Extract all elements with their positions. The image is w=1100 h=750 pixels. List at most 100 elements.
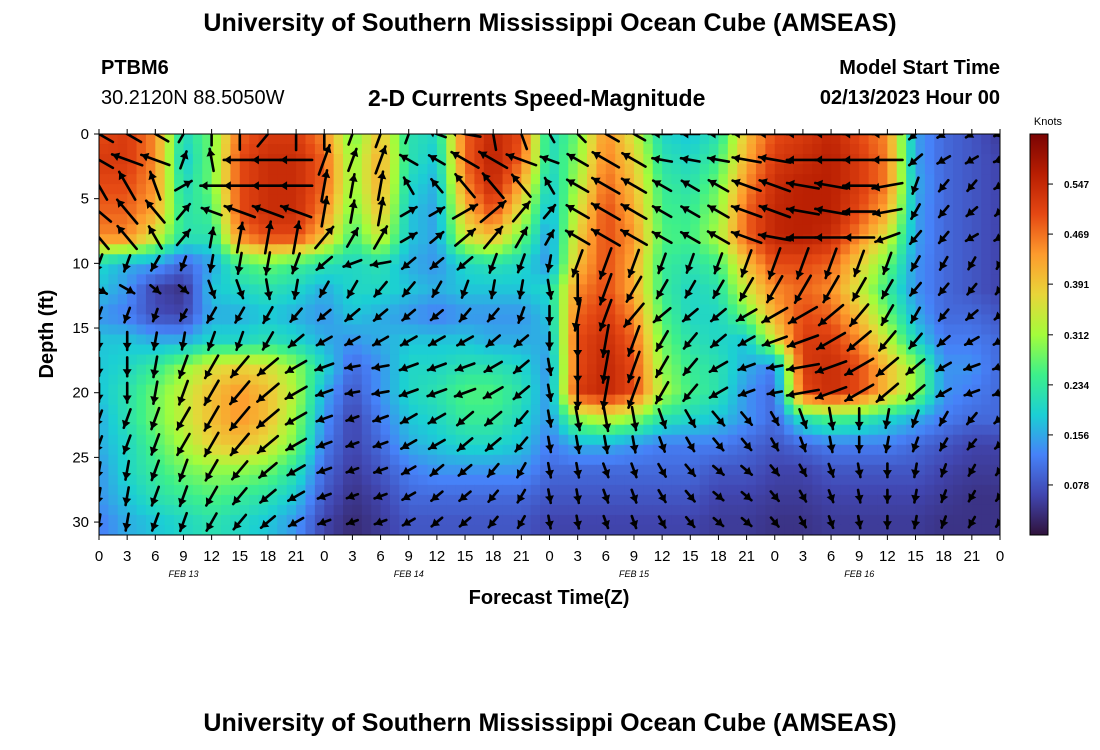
heat-cell xyxy=(699,454,710,466)
heat-cell xyxy=(436,424,447,436)
heat-cell xyxy=(755,234,766,245)
heat-cell xyxy=(483,254,494,265)
current-arrow xyxy=(711,464,725,477)
current-arrows xyxy=(99,134,1000,533)
x-tick-label: 3 xyxy=(348,548,356,565)
heat-cell xyxy=(859,414,870,426)
heat-cell xyxy=(915,424,926,436)
heat-cell xyxy=(202,364,213,376)
current-arrow xyxy=(842,233,876,242)
heat-cell xyxy=(755,404,766,416)
heat-cell xyxy=(915,434,926,446)
current-arrow xyxy=(99,435,104,451)
heat-cell xyxy=(558,234,569,245)
heat-cell xyxy=(906,274,917,285)
heat-cell xyxy=(249,334,260,346)
heat-cell xyxy=(455,164,466,175)
heat-cell xyxy=(436,414,447,426)
heat-cell xyxy=(267,274,278,285)
heat-cell xyxy=(258,274,269,285)
heat-cell xyxy=(474,194,485,205)
heat-cell xyxy=(145,354,156,366)
current-arrow xyxy=(346,279,359,299)
current-arrow xyxy=(965,206,979,218)
heat-cell xyxy=(709,414,720,426)
current-arrow xyxy=(99,286,109,296)
heat-cell xyxy=(652,444,663,456)
heat-cell xyxy=(155,424,166,436)
heat-cell xyxy=(755,204,766,215)
heat-cell xyxy=(615,514,626,526)
heat-cell xyxy=(831,194,842,205)
heat-cell xyxy=(540,394,551,406)
heat-cell xyxy=(737,174,748,185)
heat-cell xyxy=(418,304,429,316)
heat-cell xyxy=(352,274,363,285)
current-arrow xyxy=(598,272,613,306)
heat-cell xyxy=(361,394,372,406)
heat-cell xyxy=(239,404,250,416)
heat-cell xyxy=(258,524,269,535)
heat-cell xyxy=(915,234,926,245)
heat-cell xyxy=(558,474,569,486)
heat-cell xyxy=(755,464,766,476)
heat-cell xyxy=(145,344,156,356)
heat-cell xyxy=(737,164,748,175)
heat-cell xyxy=(690,164,701,175)
heat-cell xyxy=(709,284,720,296)
heat-cell xyxy=(680,184,691,195)
heat-cell xyxy=(596,394,607,406)
heat-cell xyxy=(540,484,551,496)
current-arrow xyxy=(144,199,166,224)
heat-cell xyxy=(521,184,532,195)
heat-cell xyxy=(953,314,964,326)
heat-cell xyxy=(418,204,429,215)
heat-cell xyxy=(361,494,372,506)
current-arrow xyxy=(178,331,188,351)
heat-cell xyxy=(296,184,307,195)
heat-cell xyxy=(953,304,964,316)
heat-cell xyxy=(436,224,447,235)
heat-cell xyxy=(605,144,616,155)
current-arrow xyxy=(937,204,950,219)
heat-cell xyxy=(230,244,241,255)
heat-cell xyxy=(877,504,888,516)
heat-cell xyxy=(568,184,579,195)
heat-cell xyxy=(934,394,945,406)
current-arrow xyxy=(294,134,298,152)
heat-cell xyxy=(314,504,325,516)
heat-cell xyxy=(868,164,879,175)
heat-cell xyxy=(727,434,738,446)
heat-cell xyxy=(943,474,954,486)
heat-cell xyxy=(446,374,457,386)
heat-cell xyxy=(521,304,532,316)
heat-cell xyxy=(446,144,457,155)
heat-cell xyxy=(117,244,128,255)
heat-cell xyxy=(352,294,363,306)
current-arrow xyxy=(258,461,278,479)
heat-cell xyxy=(802,424,813,436)
heat-cell xyxy=(915,484,926,496)
heat-cell xyxy=(671,304,682,316)
heat-cell xyxy=(953,244,964,255)
heat-cell xyxy=(305,434,316,446)
current-arrow xyxy=(880,304,895,327)
heat-cell xyxy=(108,394,119,406)
heat-cell xyxy=(127,484,138,496)
heat-cell xyxy=(943,514,954,526)
heat-cell xyxy=(521,444,532,456)
heat-cell xyxy=(202,514,213,526)
heat-cell xyxy=(737,284,748,296)
heat-cell xyxy=(361,254,372,265)
heat-cell xyxy=(924,404,935,416)
heat-cell xyxy=(774,414,785,426)
y-axis-label: Depth (ft) xyxy=(36,290,58,379)
heat-cell xyxy=(108,304,119,316)
heat-cell xyxy=(633,144,644,155)
heat-cell xyxy=(558,374,569,386)
heat-cell xyxy=(446,444,457,456)
heat-cell xyxy=(699,434,710,446)
heat-cell xyxy=(568,514,579,526)
heat-cell xyxy=(239,274,250,285)
heat-cell xyxy=(427,524,438,535)
